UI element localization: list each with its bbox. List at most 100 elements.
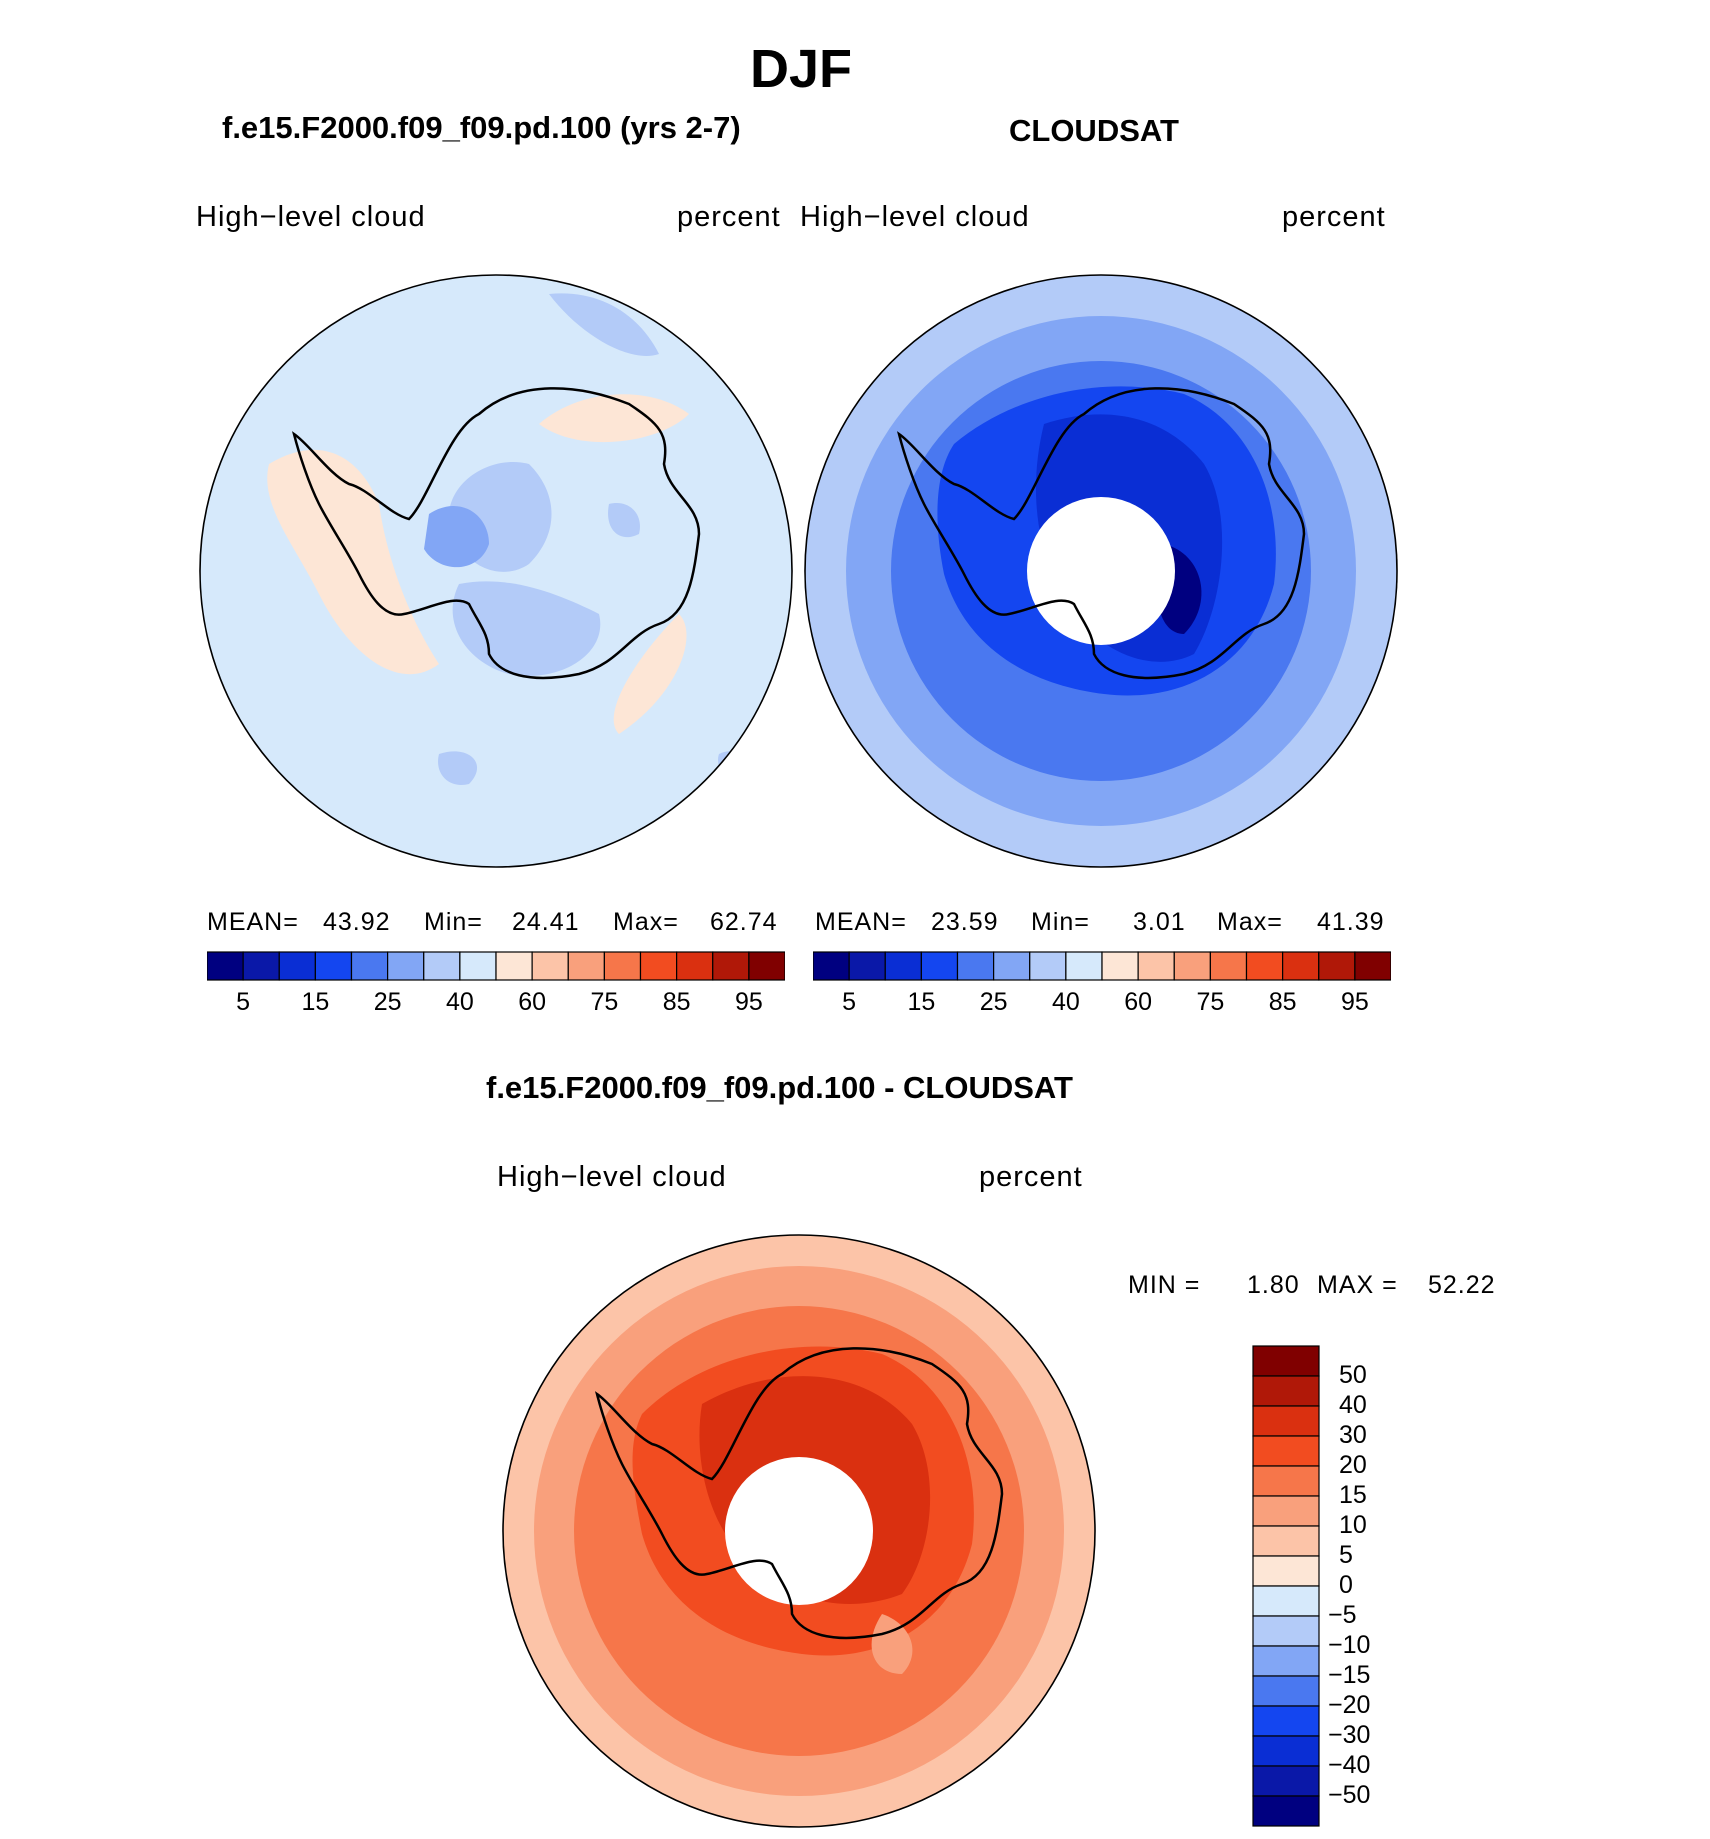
panel-a-colorbar-box — [459, 951, 497, 981]
panel-a-min-value: 24.41 — [512, 908, 580, 936]
panel-c-colorbar-tick-label: −50 — [1328, 1781, 1371, 1809]
panel-c-colorbar-tick-label: 5 — [1339, 1541, 1353, 1569]
panel-b-colorbar-box — [1101, 951, 1139, 981]
panel-b-units-label: percent — [1282, 201, 1386, 233]
panel-b-max-value: 41.39 — [1317, 908, 1385, 936]
panel-a-mean-label: MEAN= — [207, 908, 299, 936]
panel-c-colorbar-tick-label: 15 — [1339, 1481, 1367, 1509]
panel-c-colorbar-box — [1252, 1615, 1320, 1647]
panel-b-colorbar-box — [1245, 951, 1284, 981]
panel-c-colorbar-tick-label: −30 — [1328, 1721, 1371, 1749]
panel-c-colorbar-tick-label: 40 — [1339, 1391, 1367, 1419]
panel-b-colorbar-box — [1173, 951, 1211, 981]
panel-b-colorbar-box — [1282, 951, 1320, 981]
panel-b-colorbar-tick-label: 95 — [1340, 988, 1369, 1016]
panel-a-colorbar-tick-label: 5 — [236, 988, 251, 1016]
panel-b-colorbar-box — [1354, 951, 1391, 981]
panel-c-colorbar-box — [1252, 1405, 1320, 1437]
panel-b-colorbar-box — [884, 951, 922, 981]
panel-a-colorbar-box — [603, 951, 642, 981]
panel-c-colorbar-tick-label: −5 — [1328, 1601, 1357, 1629]
panel-a-colorbar-tick-label: 15 — [301, 988, 330, 1016]
panel-a-max-label: Max= — [613, 908, 679, 936]
panel-c-colorbar-tick-label: −15 — [1328, 1661, 1371, 1689]
panel-b-colorbar-box — [956, 951, 995, 981]
panel-c-colorbar-box — [1252, 1705, 1320, 1737]
panel-b-colorbar-tick-label: 60 — [1124, 988, 1153, 1016]
panel-a-colorbar-box — [242, 951, 280, 981]
panel-b-colorbar-tick-label: 25 — [979, 988, 1008, 1016]
panel-b-colorbar-box — [1137, 951, 1175, 981]
panel-c-colorbar-tick-label: 20 — [1339, 1451, 1367, 1479]
panel-a-colorbar-box — [314, 951, 353, 981]
panel-c-variable-label: High−level cloud — [497, 1161, 727, 1193]
panel-c-colorbar-tick-label: −10 — [1328, 1631, 1371, 1659]
panel-c-min-value: 1.80 — [1247, 1271, 1300, 1299]
panel-a-colorbar-box — [639, 951, 678, 981]
panel-b-colorbar-box — [1209, 951, 1248, 981]
panel-b-colorbar-box — [1065, 951, 1103, 981]
panel-a-variable-label: High−level cloud — [196, 201, 426, 233]
panel-a-colorbar-box — [712, 951, 750, 981]
panel-a-colorbar-tick-label: 60 — [518, 988, 547, 1016]
panel-b-map — [804, 274, 1398, 868]
panel-b-colorbar — [813, 951, 1391, 981]
panel-b-colorbar-box — [1318, 951, 1356, 981]
panel-b-colorbar-box — [993, 951, 1031, 981]
panel-a-colorbar-box — [748, 951, 785, 981]
panel-b-title: CLOUDSAT — [1009, 113, 1179, 148]
panel-b-colorbar-tick-label: 85 — [1268, 988, 1297, 1016]
panel-a-min-label: Min= — [424, 908, 483, 936]
panel-a-colorbar-box — [495, 951, 533, 981]
panel-c-colorbar-tick-label: 50 — [1339, 1361, 1367, 1389]
panel-c-colorbar-box — [1252, 1735, 1320, 1767]
panel-a-colorbar-box — [387, 951, 425, 981]
panel-b-colorbar-tick-label: 40 — [1051, 988, 1080, 1016]
panel-c-colorbar-box — [1252, 1495, 1320, 1527]
panel-c-units-label: percent — [979, 1161, 1083, 1193]
panel-a-mean-value: 43.92 — [323, 908, 391, 936]
panel-c-map — [502, 1234, 1096, 1828]
panel-b-max-label: Max= — [1217, 908, 1283, 936]
panel-c-colorbar-box — [1252, 1795, 1320, 1827]
panel-b-mean-label: MEAN= — [815, 908, 907, 936]
panel-a-colorbar — [207, 951, 785, 981]
panel-a-units-label: percent — [677, 201, 781, 233]
panel-c-colorbar-tick-label: 10 — [1339, 1511, 1367, 1539]
panel-a-colorbar-box — [676, 951, 714, 981]
panel-a-colorbar-tick-label: 40 — [445, 988, 474, 1016]
panel-b-colorbar-tick-label: 5 — [842, 988, 857, 1016]
panel-a-colorbar-tick-label: 25 — [373, 988, 402, 1016]
figure-title: DJF — [749, 39, 852, 99]
panel-a-colorbar-box — [207, 951, 244, 981]
panel-a-map — [199, 274, 793, 868]
panel-c-colorbar-box — [1252, 1675, 1320, 1707]
panel-c-colorbar-box — [1252, 1465, 1320, 1497]
panel-a-max-value: 62.74 — [710, 908, 778, 936]
panel-c-title: f.e15.F2000.f09_f09.pd.100 - CLOUDSAT — [486, 1070, 1073, 1105]
panel-c-max-label: MAX = — [1317, 1271, 1398, 1299]
panel-b-colorbar-box — [813, 951, 850, 981]
panel-a-colorbar-tick-label: 95 — [734, 988, 763, 1016]
panel-a-colorbar-box — [350, 951, 389, 981]
panel-c-colorbar-box — [1252, 1645, 1320, 1677]
panel-a-colorbar-box — [423, 951, 461, 981]
panel-b-mean-value: 23.59 — [931, 908, 999, 936]
panel-c-max-value: 52.22 — [1428, 1271, 1496, 1299]
panel-a-colorbar-tick-label: 75 — [590, 988, 619, 1016]
panel-c-colorbar-box — [1252, 1555, 1320, 1587]
panel-c-colorbar-box — [1252, 1765, 1320, 1797]
panel-c-colorbar-box — [1252, 1345, 1320, 1377]
panel-c-colorbar-box — [1252, 1375, 1320, 1407]
panel-b-colorbar-tick-label: 75 — [1196, 988, 1225, 1016]
panel-c-colorbar-box — [1252, 1585, 1320, 1617]
panel-c-colorbar-box — [1252, 1435, 1320, 1467]
panel-a-colorbar-box — [567, 951, 605, 981]
panel-c-colorbar-tick-label: 30 — [1339, 1421, 1367, 1449]
panel-b-variable-label: High−level cloud — [800, 201, 1030, 233]
panel-b-min-label: Min= — [1031, 908, 1090, 936]
panel-b-colorbar-box — [920, 951, 959, 981]
panel-a-colorbar-tick-label: 85 — [662, 988, 691, 1016]
panel-a-colorbar-box — [278, 951, 316, 981]
panel-a-title: f.e15.F2000.f09_f09.pd.100 (yrs 2-7) — [222, 110, 741, 145]
